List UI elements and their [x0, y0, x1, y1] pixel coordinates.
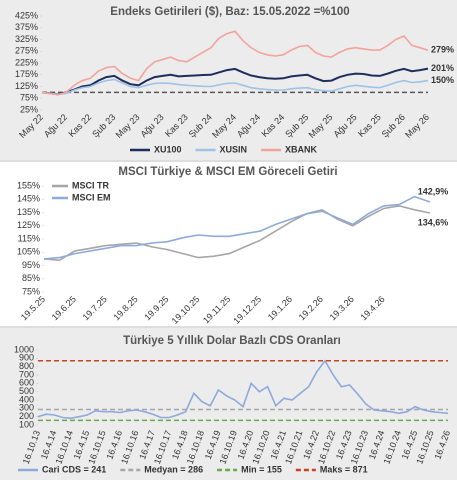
chart-title: Türkiye 5 Yıllık Dolar Bazlı CDS Oranlar… [123, 335, 341, 347]
end-label: 134,6% [418, 217, 449, 227]
series-line [43, 195, 431, 260]
y-tick-label: 105% [17, 247, 40, 257]
panel-background [0, 0, 457, 160]
series-line [41, 78, 429, 96]
y-tick-label: 400 [19, 394, 34, 404]
legend-label: XBANK [285, 144, 318, 154]
y-tick-label: 125% [15, 81, 38, 91]
panel-background [0, 162, 457, 326]
y-tick-label: 600 [19, 378, 34, 388]
legend-label: XUSIN [220, 144, 248, 154]
chart-title: Endeks Getirileri ($), Baz: 15.05.2022 =… [110, 6, 349, 18]
y-tick-label: 500 [19, 386, 34, 396]
y-tick-label: 75% [22, 286, 40, 296]
y-tick-label: 95% [22, 260, 40, 270]
legend-label: Min = 155 [241, 464, 282, 474]
y-tick-label: 75% [20, 93, 38, 103]
legend-label: Medyan = 286 [144, 464, 203, 474]
panel-background [0, 328, 457, 480]
y-tick-label: 425% [15, 10, 38, 20]
y-tick-label: 300 [19, 403, 34, 413]
end-label: 150% [431, 75, 454, 85]
y-tick-label: 225% [15, 57, 38, 67]
legend-label: MSCI EM [72, 192, 111, 202]
series-line [41, 30, 429, 96]
y-tick-label: 375% [15, 22, 38, 32]
y-tick-label: 800 [19, 361, 34, 371]
y-tick-label: 175% [15, 69, 38, 79]
legend-label: Cari CDS = 241 [42, 464, 106, 474]
y-tick-label: 155% [17, 180, 40, 190]
series-line [37, 359, 449, 420]
end-label: 142,9% [418, 186, 449, 196]
y-tick-label: 900 [19, 353, 34, 363]
legend-label: Maks = 871 [320, 464, 368, 474]
series-line [43, 205, 431, 262]
end-label: 279% [431, 45, 454, 55]
y-tick-label: 700 [19, 369, 34, 379]
legend-label: XU100 [154, 144, 182, 154]
y-tick-label: 145% [17, 194, 40, 204]
y-tick-label: 275% [15, 46, 38, 56]
end-label: 201% [431, 63, 454, 73]
y-tick-label: 200 [19, 411, 34, 421]
y-tick-label: 325% [15, 34, 38, 44]
y-tick-label: 100 [19, 419, 34, 429]
y-tick-label: 85% [22, 273, 40, 283]
y-tick-label: 1000 [14, 344, 34, 354]
y-tick-label: 25% [20, 104, 38, 114]
legend-label: MSCI TR [72, 180, 109, 190]
y-tick-label: 135% [17, 207, 40, 217]
y-tick-label: 115% [18, 233, 40, 243]
y-tick-label: 125% [17, 220, 40, 230]
chart-title: MSCI Türkiye & MSCI EM Göreceli Getiri [118, 166, 337, 178]
series-line [41, 67, 429, 96]
